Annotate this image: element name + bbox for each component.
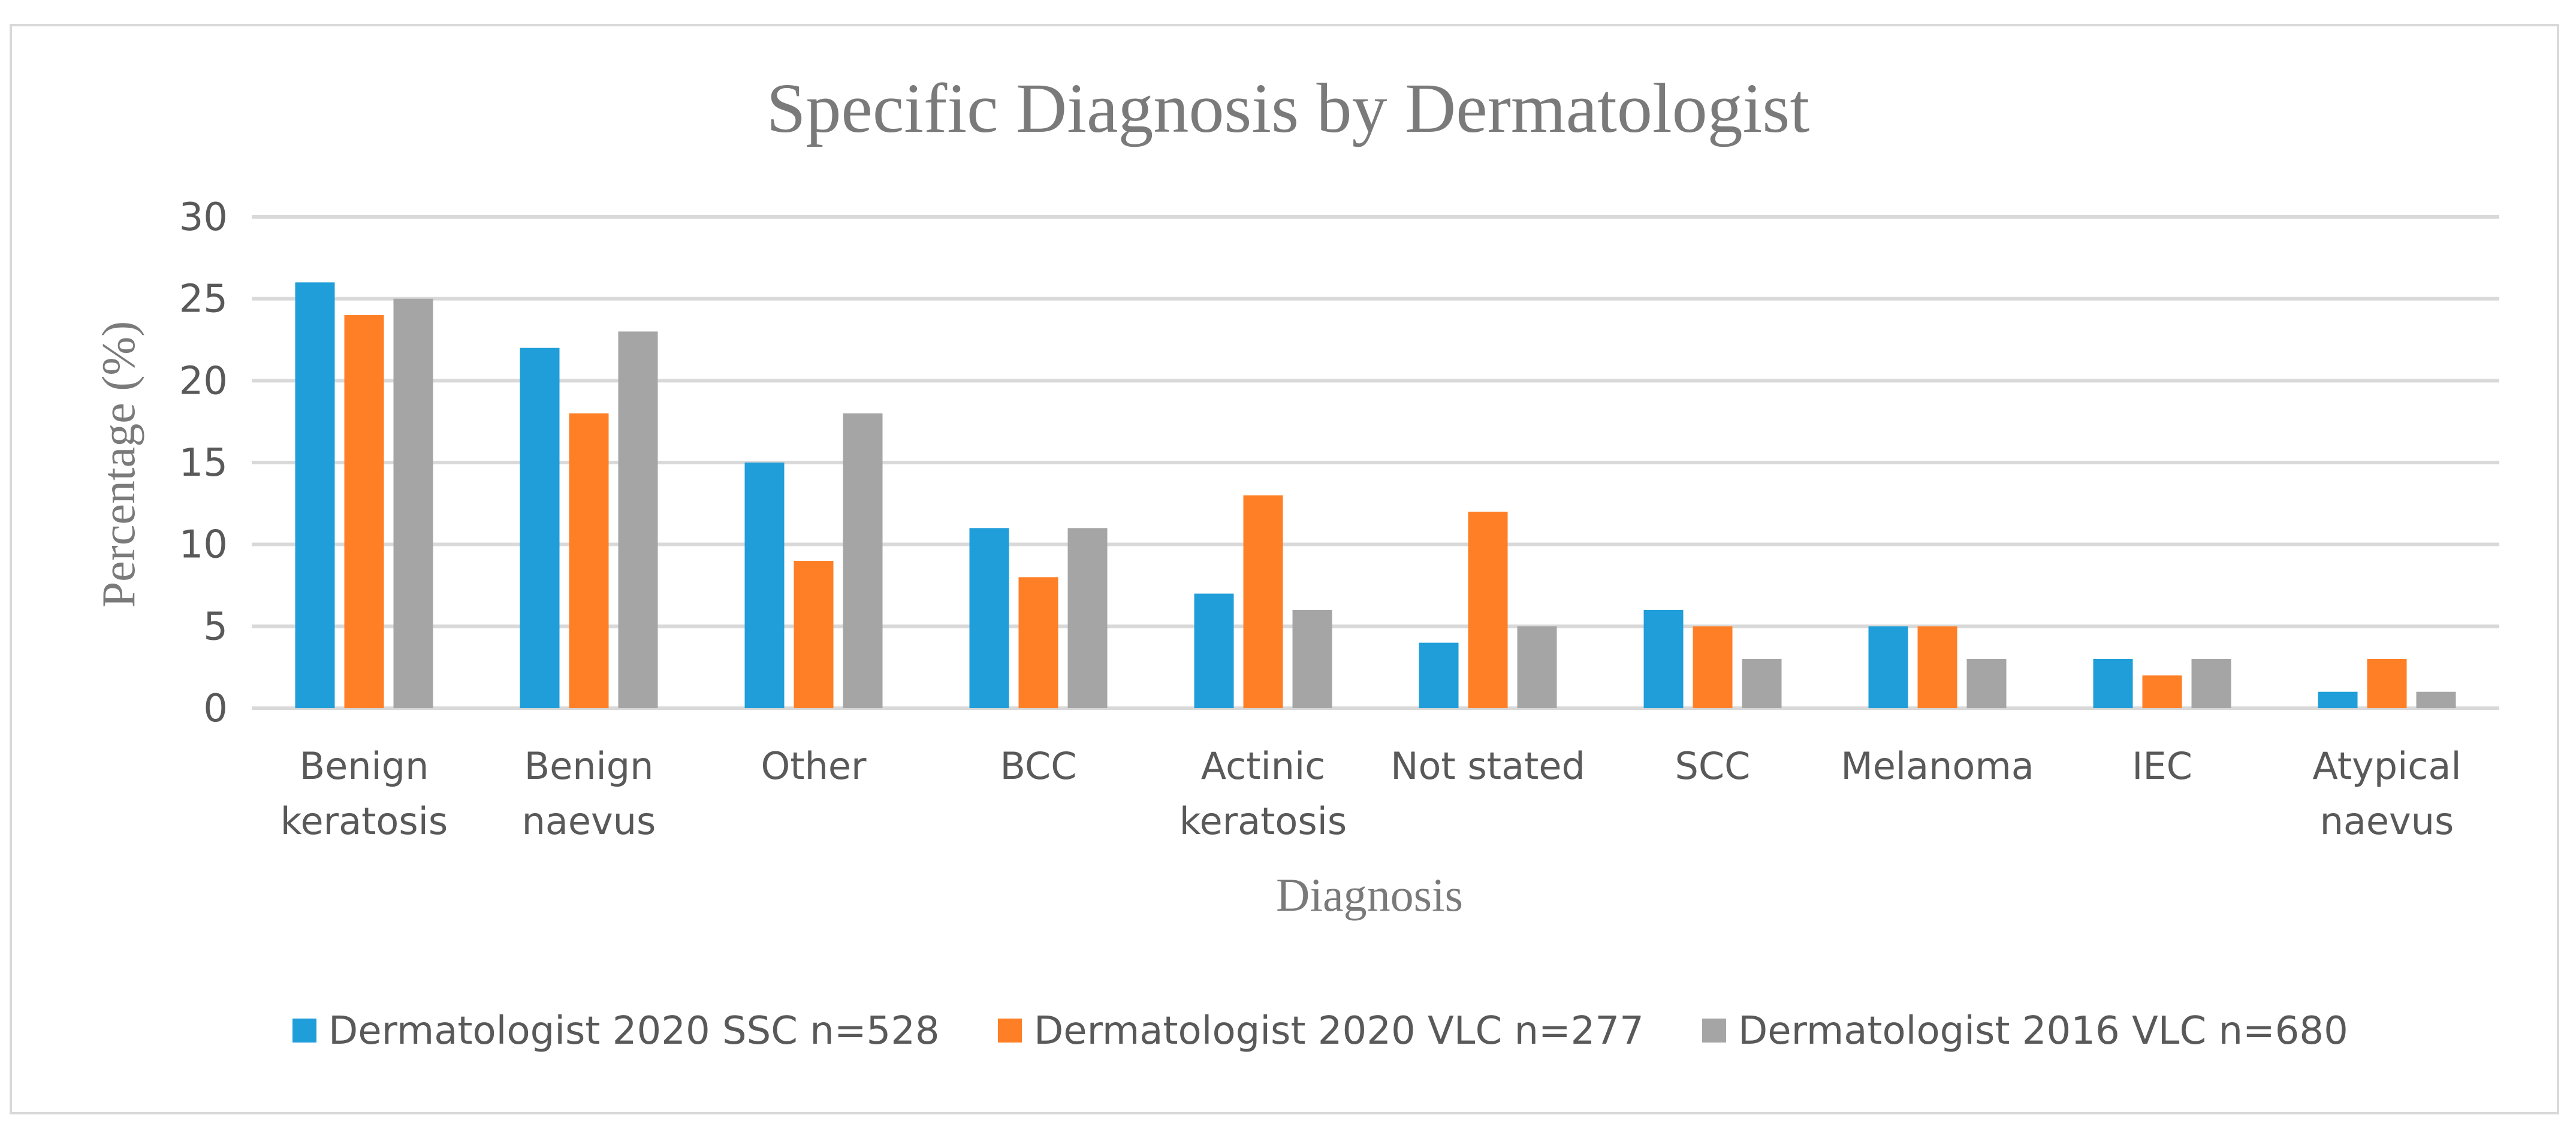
x-category-label-line: Other bbox=[761, 744, 867, 788]
bar-1-3 bbox=[744, 463, 785, 708]
bar-1-10 bbox=[2318, 691, 2358, 708]
x-category-label-line: keratosis bbox=[280, 799, 448, 843]
bar-2-4 bbox=[1018, 577, 1058, 708]
bar-1-7 bbox=[1643, 610, 1684, 708]
x-category-label-line: Actinic bbox=[1201, 744, 1326, 788]
bar-1-9 bbox=[2093, 659, 2133, 708]
bar-3-5 bbox=[1292, 610, 1332, 708]
bar-2-2 bbox=[569, 413, 609, 708]
x-category-label: Actinic keratosis bbox=[1180, 744, 1347, 843]
bar-2-1 bbox=[344, 315, 384, 708]
bar-1-2 bbox=[520, 348, 560, 708]
bar-3-6 bbox=[1517, 626, 1557, 708]
bar-3-1 bbox=[393, 298, 433, 709]
legend-swatch-1 bbox=[292, 1019, 316, 1043]
legend-label-1: Dermatologist 2020 SSC n=528 bbox=[328, 1009, 940, 1053]
legend-swatch-3 bbox=[1702, 1019, 1726, 1043]
y-tick-label: 10 bbox=[179, 523, 228, 567]
legend-label-2: Dermatologist 2020 VLC n=277 bbox=[1034, 1009, 1644, 1053]
bar-2-3 bbox=[794, 561, 834, 708]
y-tick-label: 30 bbox=[179, 195, 228, 240]
x-category-label: Benign keratosis bbox=[280, 744, 448, 843]
x-category-label-line: Atypical bbox=[2312, 744, 2461, 788]
x-category-label-line: keratosis bbox=[1180, 799, 1347, 843]
bar-3-4 bbox=[1067, 528, 1108, 708]
bar-2-5 bbox=[1243, 495, 1283, 708]
bar-1-1 bbox=[295, 282, 335, 708]
x-category-label-line: naevus bbox=[522, 799, 656, 843]
x-category-label: BCC bbox=[1000, 744, 1076, 788]
bar-2-7 bbox=[1693, 626, 1733, 708]
chart-frame bbox=[10, 24, 2559, 1114]
y-tick-label: 25 bbox=[179, 277, 228, 322]
y-axis-ticks: 0 5 10 15 20 25 30 bbox=[179, 195, 228, 731]
bar-3-7 bbox=[1742, 659, 1782, 708]
y-tick-label: 15 bbox=[179, 441, 228, 485]
x-category-label: SCC bbox=[1675, 744, 1751, 788]
bar-3-10 bbox=[2416, 691, 2456, 708]
x-category-label-line: Melanoma bbox=[1841, 744, 2034, 788]
x-category-label-line: IEC bbox=[2132, 744, 2192, 788]
x-category-label-line: Not stated bbox=[1390, 744, 1585, 788]
bar-3-2 bbox=[618, 331, 658, 708]
x-category-label-line: Benign bbox=[524, 744, 654, 788]
x-axis-categories: Benign keratosis Benign naevus Other BCC Actin… bbox=[280, 744, 2462, 843]
x-category-label-line: Benign bbox=[300, 744, 429, 788]
y-tick-label: 20 bbox=[179, 359, 228, 403]
x-axis-title: Diagnosis bbox=[1276, 869, 1463, 921]
y-tick-label: 0 bbox=[203, 687, 228, 731]
x-category-label: Not stated bbox=[1390, 744, 1585, 788]
bar-3-3 bbox=[843, 413, 883, 708]
legend-swatch-2 bbox=[998, 1019, 1022, 1043]
x-category-label: Atypical naevus bbox=[2312, 744, 2461, 843]
bar-1-4 bbox=[969, 528, 1009, 708]
bar-1-8 bbox=[1868, 626, 1908, 708]
bar-3-8 bbox=[1966, 659, 2007, 708]
bar-2-10 bbox=[2367, 659, 2407, 708]
x-category-label-line: naevus bbox=[2320, 799, 2454, 843]
bar-2-6 bbox=[1468, 512, 1508, 708]
chart-title: Specific Diagnosis by Dermatologist bbox=[767, 69, 1809, 147]
x-category-label: IEC bbox=[2132, 744, 2192, 788]
bar-3-9 bbox=[2191, 659, 2231, 708]
bar-2-8 bbox=[1917, 626, 1957, 708]
x-category-label: Other bbox=[761, 744, 867, 788]
bar-1-6 bbox=[1419, 642, 1459, 708]
y-tick-label: 5 bbox=[203, 605, 228, 649]
x-category-label: Benign naevus bbox=[522, 744, 656, 843]
bar-2-9 bbox=[2142, 675, 2182, 708]
bar-1-5 bbox=[1194, 593, 1234, 708]
x-category-label-line: BCC bbox=[1000, 744, 1076, 788]
x-category-label-line: SCC bbox=[1675, 744, 1751, 788]
legend: Dermatologist 2020 SSC n=528 Dermatologis… bbox=[292, 1009, 2348, 1053]
legend-label-3: Dermatologist 2016 VLC n=680 bbox=[1738, 1009, 2348, 1053]
y-axis-title: Percentage (%) bbox=[92, 321, 144, 608]
x-category-label: Melanoma bbox=[1841, 744, 2034, 788]
bars bbox=[295, 282, 2456, 709]
